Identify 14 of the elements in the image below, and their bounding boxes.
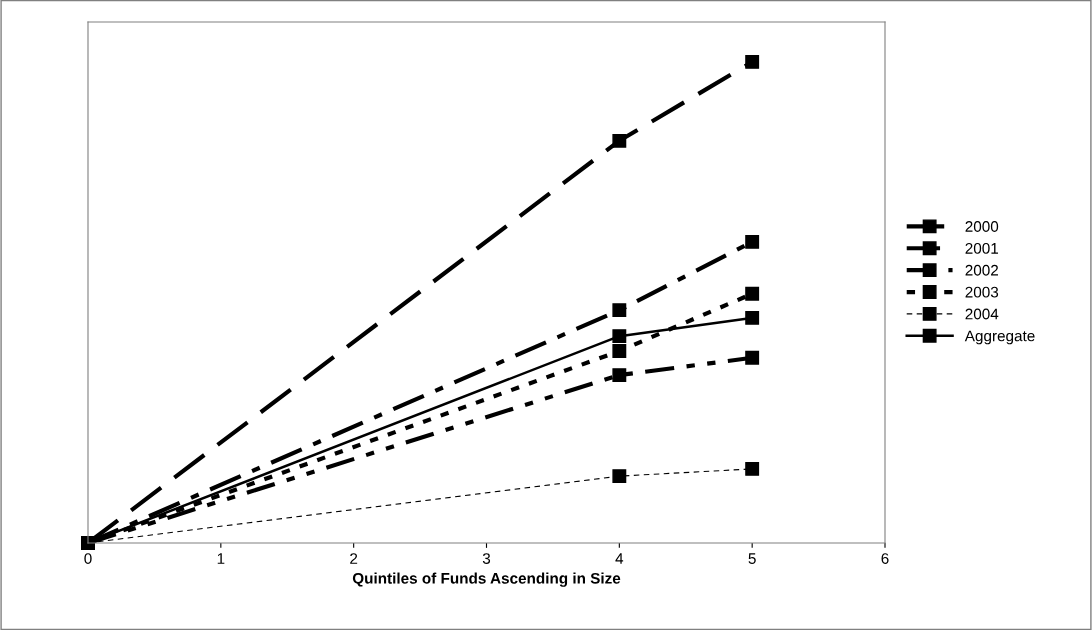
legend-label: 2002 xyxy=(965,264,998,276)
x-tick-label: 2 xyxy=(350,553,358,564)
x-tick-label: 4 xyxy=(615,553,624,564)
x-tick-label: 5 xyxy=(748,553,756,564)
x-axis-title: Quintiles of Funds Ascending in Size xyxy=(352,572,621,587)
x-tick-label: 6 xyxy=(881,553,889,564)
x-tick-label: 1 xyxy=(217,553,225,564)
legend-label: Aggregate xyxy=(964,330,1035,345)
legend-label: 2004 xyxy=(965,308,999,320)
legend-label: 2003 xyxy=(965,286,999,298)
x-tick-label: 3 xyxy=(482,553,491,564)
x-tick-label: 0 xyxy=(84,553,92,564)
legend-label: 2001 xyxy=(965,242,999,254)
legend-label: 2000 xyxy=(965,221,999,232)
